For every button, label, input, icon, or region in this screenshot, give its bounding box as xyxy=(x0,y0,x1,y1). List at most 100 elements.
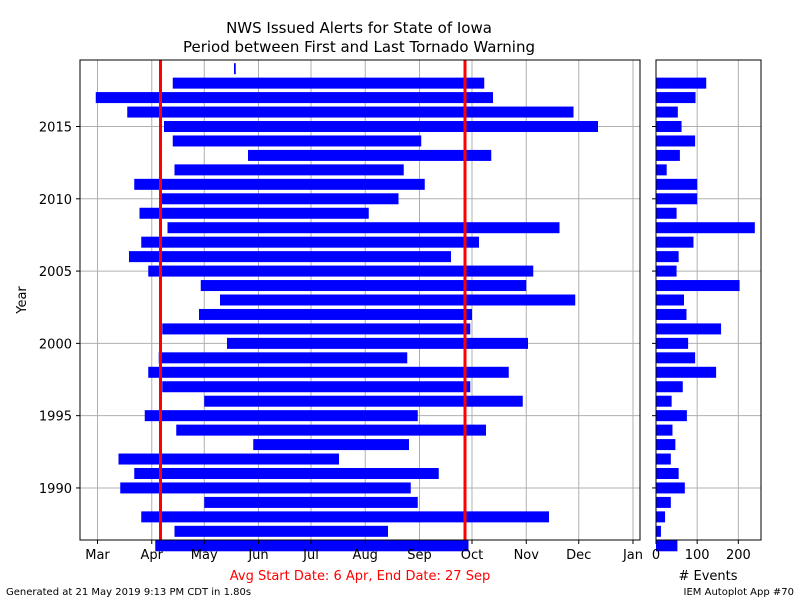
event-count-bar xyxy=(656,439,676,451)
x-tick-label: Jul xyxy=(302,548,319,563)
events-axis-label: # Events xyxy=(678,569,737,584)
x-tick-label: Nov xyxy=(514,548,540,563)
chart-title-line2: Period between First and Last Tornado Wa… xyxy=(183,38,535,56)
range-bar xyxy=(172,135,422,147)
y-tick-label: 2010 xyxy=(39,193,72,208)
range-bar xyxy=(134,467,439,479)
event-count-bar xyxy=(656,236,694,248)
event-count-bar xyxy=(656,453,671,465)
event-count-bar xyxy=(656,207,677,219)
range-bar xyxy=(174,164,404,176)
event-count-bar xyxy=(656,467,679,479)
range-bar xyxy=(155,540,469,552)
y-tick-label: 2000 xyxy=(39,337,72,352)
side-y-ticks xyxy=(652,126,656,489)
side-bars xyxy=(656,77,755,552)
y-tick-label: 1990 xyxy=(39,482,72,497)
main-y-ticks: 1990 1995 2000 2005 2010 2015 xyxy=(39,121,80,497)
event-count-bar xyxy=(656,265,677,277)
x-tick-label: Jun xyxy=(247,548,268,563)
event-count-bar xyxy=(656,366,717,378)
x-tick-label: Apr xyxy=(141,548,164,563)
side-x-tick-label: 200 xyxy=(726,548,751,563)
event-count-bar xyxy=(656,395,672,407)
range-bar xyxy=(220,294,576,306)
main-x-ticks: Mar Apr May Jun Jul Aug Sep Oct Nov Dec Jan xyxy=(85,540,643,563)
range-bar xyxy=(172,77,485,89)
x-tick-label: Sep xyxy=(407,548,432,563)
range-bar xyxy=(162,323,471,335)
event-count-bar xyxy=(656,106,678,118)
range-bar xyxy=(234,63,236,75)
event-count-bar xyxy=(656,135,696,147)
range-bar xyxy=(129,251,451,263)
x-tick-label: Jan xyxy=(622,548,643,563)
range-bar xyxy=(148,265,534,277)
event-count-bar xyxy=(656,323,722,335)
x-tick-label: Mar xyxy=(85,548,110,563)
main-bars xyxy=(95,63,598,552)
range-bar xyxy=(227,337,528,349)
event-count-bar xyxy=(656,381,683,393)
event-count-bar xyxy=(656,525,661,537)
event-count-bar xyxy=(656,352,696,364)
event-count-bar xyxy=(656,294,684,306)
footer-generated: Generated at 21 May 2019 9:13 PM CDT in … xyxy=(6,587,251,598)
event-count-bar xyxy=(656,193,698,205)
range-bar xyxy=(144,410,418,422)
x-tick-label: Aug xyxy=(353,548,378,563)
event-count-bar xyxy=(656,424,673,436)
range-bar xyxy=(139,207,369,219)
range-bar xyxy=(118,453,339,465)
side-x-ticks: 0 100 200 xyxy=(652,540,751,563)
x-tick-label: Oct xyxy=(461,548,483,563)
range-bar xyxy=(204,496,418,508)
event-count-bar xyxy=(656,77,707,89)
range-bar xyxy=(134,178,425,190)
range-bar xyxy=(95,92,493,104)
range-bar xyxy=(253,439,409,451)
footer-app: IEM Autoplot App #70 xyxy=(684,587,794,598)
avg-dates-label: Avg Start Date: 6 Apr, End Date: 27 Sep xyxy=(230,569,490,584)
range-bar xyxy=(127,106,574,118)
main-plot-frame xyxy=(79,59,641,541)
event-count-bar xyxy=(656,482,685,494)
avg-lines xyxy=(159,60,467,540)
event-count-bar xyxy=(656,511,666,523)
event-count-bar xyxy=(656,121,682,133)
range-bar xyxy=(158,352,408,364)
y-tick-label: 2015 xyxy=(39,121,72,136)
range-bar xyxy=(200,280,527,292)
range-bar xyxy=(176,424,486,436)
event-count-bar xyxy=(656,251,679,263)
chart-title-line1: NWS Issued Alerts for State of Iowa xyxy=(226,19,492,37)
event-count-bar xyxy=(656,308,687,320)
event-count-bar xyxy=(656,337,689,349)
range-bar xyxy=(164,121,598,133)
event-count-bar xyxy=(656,410,687,422)
range-bar xyxy=(204,395,523,407)
range-bar xyxy=(141,236,479,248)
event-count-bar xyxy=(656,496,671,508)
event-count-bar xyxy=(656,164,667,176)
range-bar xyxy=(120,482,411,494)
event-count-bar xyxy=(656,280,740,292)
event-count-bar xyxy=(656,540,678,552)
event-count-bar xyxy=(656,92,696,104)
event-count-bar xyxy=(656,222,755,234)
event-count-bar xyxy=(656,149,680,161)
range-bar xyxy=(174,525,388,537)
range-bar xyxy=(167,222,560,234)
range-bar xyxy=(148,366,509,378)
range-bar xyxy=(162,381,471,393)
range-bar xyxy=(141,511,549,523)
range-bar xyxy=(199,308,472,320)
y-tick-label: 2005 xyxy=(39,265,72,280)
side-x-tick-label: 0 xyxy=(652,548,660,563)
y-axis-label: Year xyxy=(15,286,30,315)
x-tick-label: May xyxy=(191,548,218,563)
range-bar xyxy=(160,193,399,205)
side-x-tick-label: 100 xyxy=(685,548,710,563)
range-bar xyxy=(248,149,492,161)
